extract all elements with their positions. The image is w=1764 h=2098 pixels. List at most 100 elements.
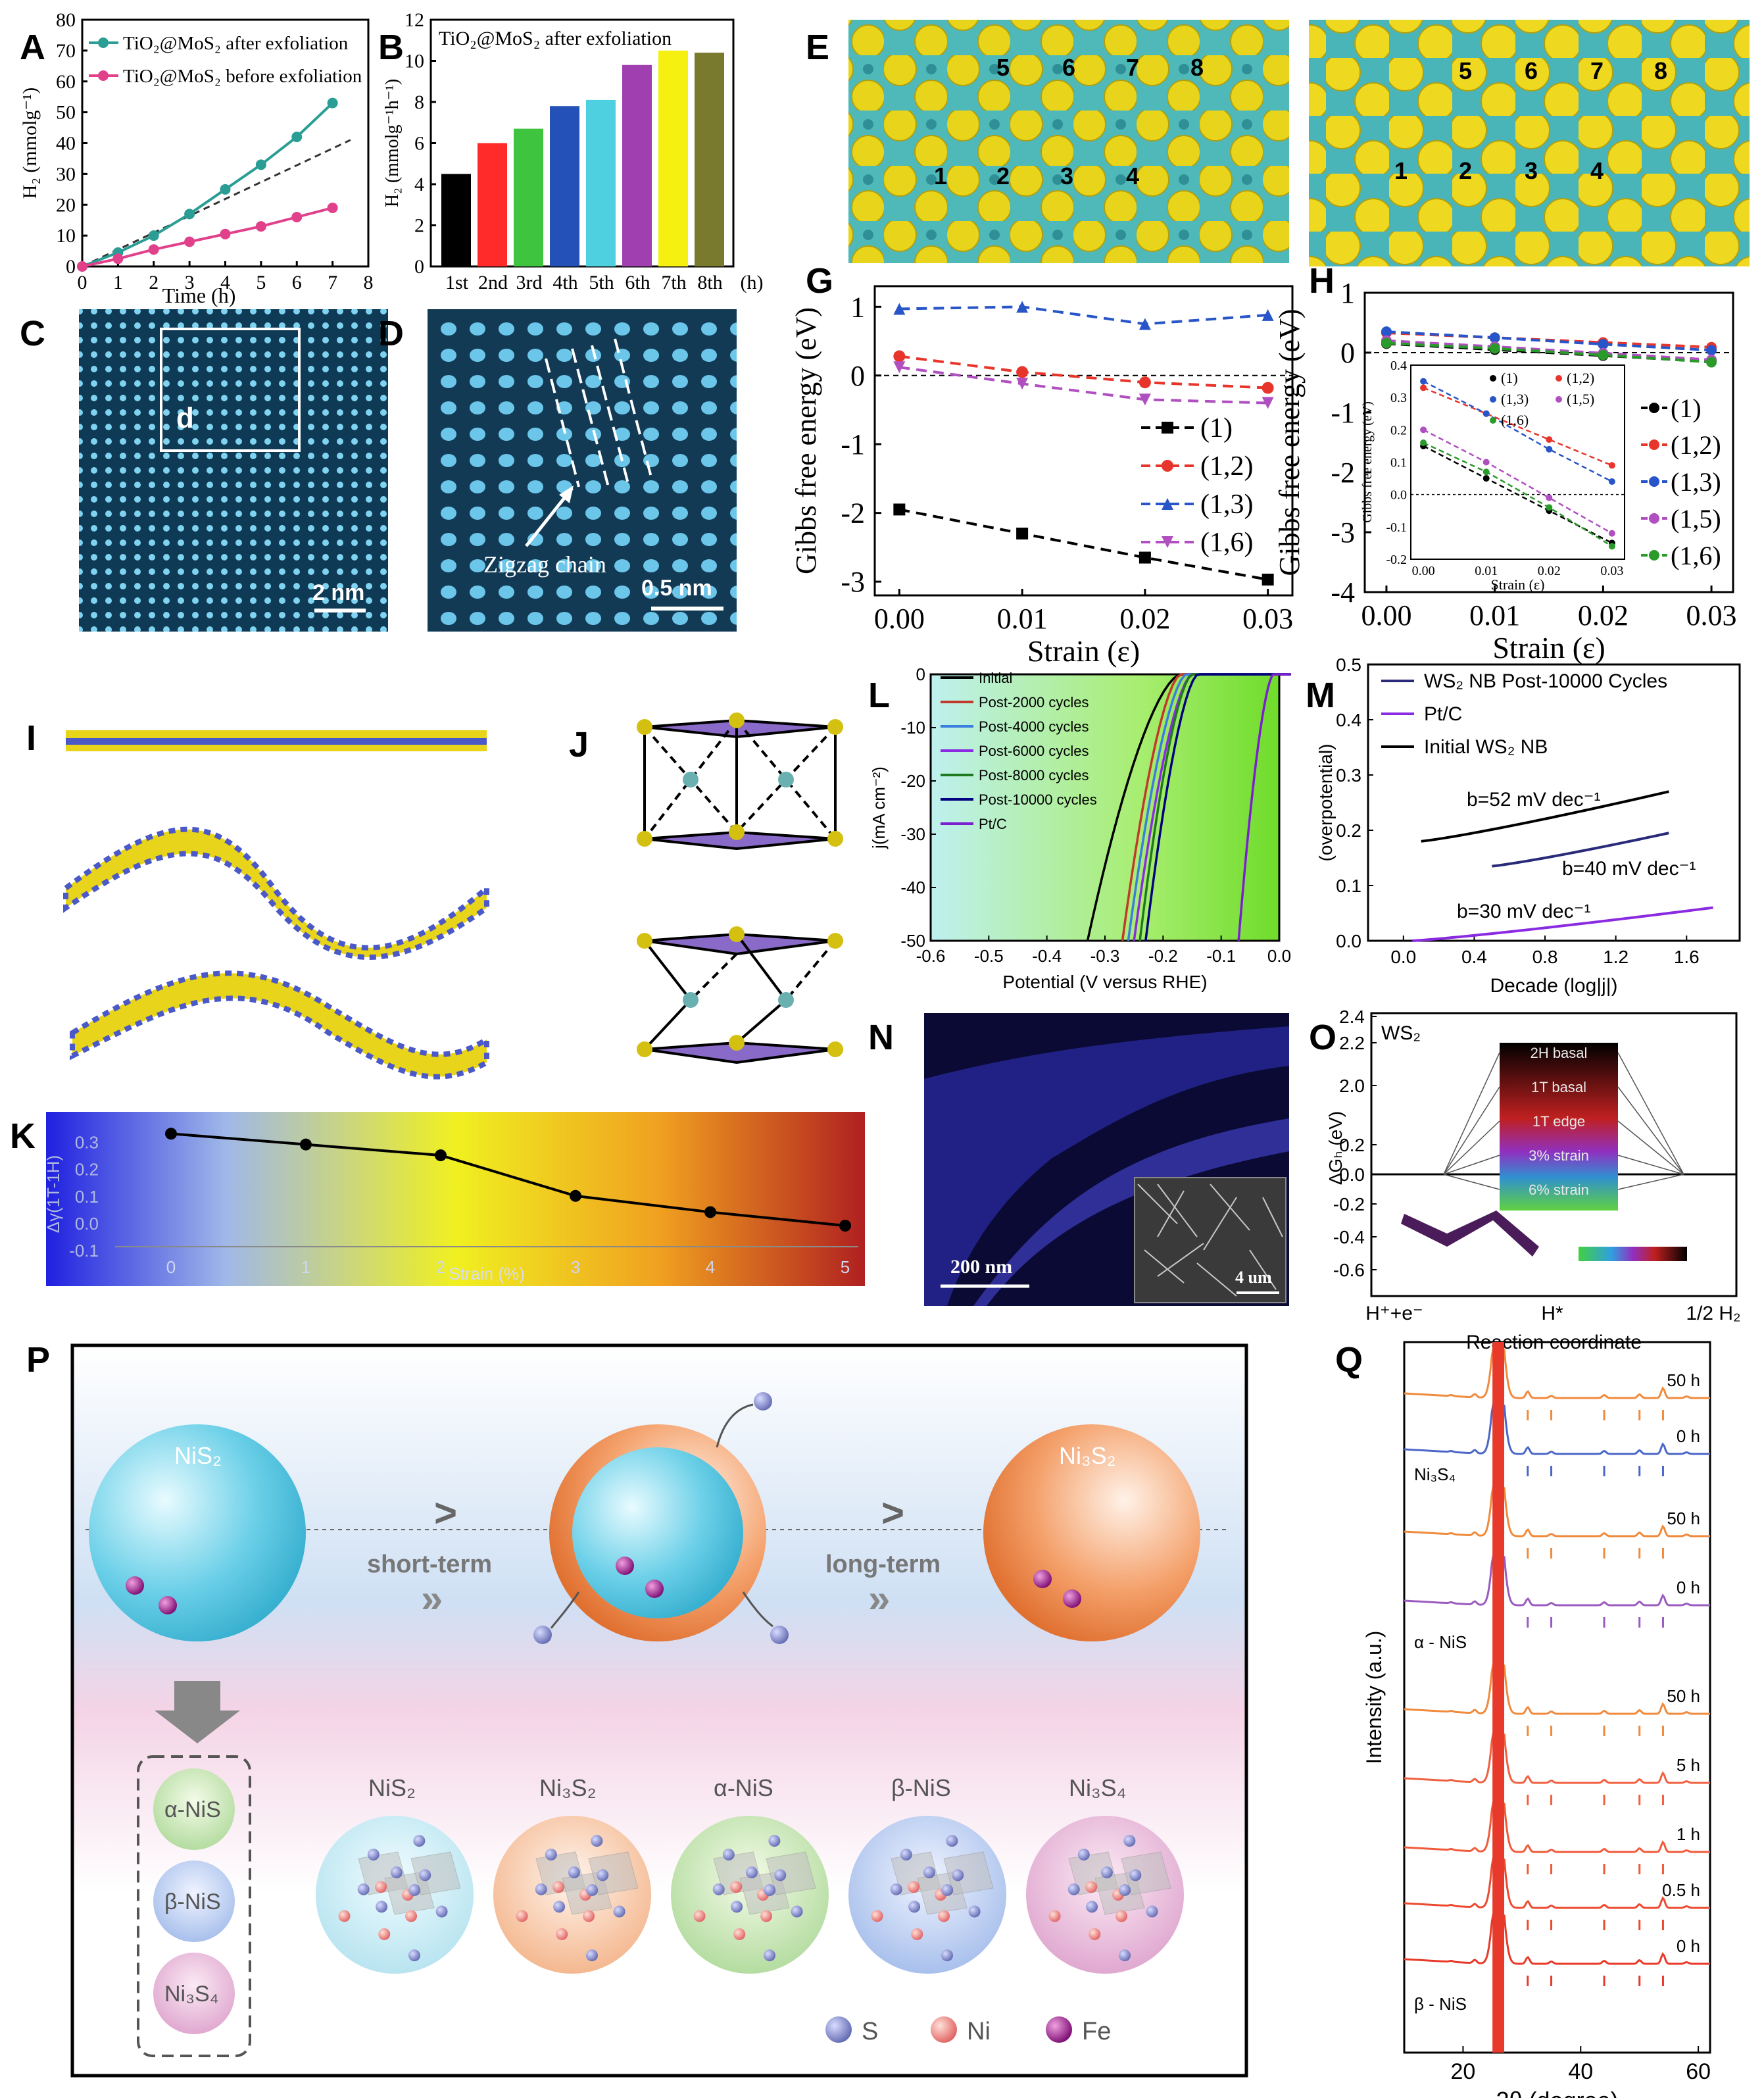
h-inset-legend-marker — [1490, 396, 1496, 403]
g-series-line — [899, 355, 1268, 389]
k-x-tick-label: 5 — [841, 1257, 850, 1277]
panel-p-schematic: P NiS₂ > short-term » > long-term » Ni₃S… — [26, 1340, 1248, 2078]
lattice-atom — [1085, 1881, 1098, 1893]
zigzag-dash-4 — [614, 338, 652, 478]
metal-atom — [683, 992, 698, 1008]
h-inset-line — [1423, 429, 1613, 534]
g-legend-label: (1,3) — [1200, 489, 1253, 520]
lattice-polyhedron — [588, 1851, 639, 1895]
h-inset-legend-label: (1,6) — [1501, 412, 1529, 428]
h-inset-y-tick-label: 0.3 — [1390, 391, 1407, 405]
a-data-point — [184, 236, 195, 247]
lattice-atom — [1048, 1910, 1061, 1922]
l-x-tick-label: -0.1 — [1206, 946, 1236, 966]
lattice-atom — [712, 1883, 725, 1895]
l-y-tick-label: -10 — [900, 718, 925, 737]
o-y-axis-title: ΔGₕ (eV) — [1325, 1111, 1346, 1185]
h-series-line — [1386, 341, 1712, 364]
l-legend-label: Pt/C — [979, 816, 1007, 832]
h-inset-y-tick-label: 0.4 — [1390, 359, 1407, 373]
f-site-4: 4 — [1590, 157, 1604, 184]
a-data-point — [77, 261, 87, 272]
ni3s2-particle — [983, 1424, 1200, 1641]
lattice-atom — [413, 1835, 426, 1847]
l-x-tick-label: -0.6 — [916, 946, 946, 966]
lattice-atom — [764, 1884, 776, 1896]
lattice-atom — [1115, 1910, 1128, 1922]
q-y-axis-title: Intensity (a.u.) — [1362, 1631, 1386, 1764]
g-legend-label: (1,6) — [1200, 528, 1253, 558]
g-y-tick-label: -2 — [841, 497, 865, 530]
b-bar — [658, 50, 688, 266]
strained-surface-model — [1309, 20, 1750, 266]
g-y-tick-label: 1 — [850, 291, 865, 323]
a-legend-marker — [98, 70, 109, 81]
g-x-axis-title: Strain (ε) — [1027, 634, 1140, 668]
lattice-atom — [722, 1848, 735, 1861]
lattice-atom — [946, 1835, 958, 1847]
zoom-region-label: d — [176, 402, 194, 434]
lattice-drawings — [338, 1835, 1171, 1962]
k-x-axis-title: Strain (%) — [449, 1264, 525, 1284]
k-data-point — [839, 1220, 851, 1232]
o-level-label: 6% strain — [1529, 1182, 1589, 1198]
h-inset-legend-marker — [1556, 375, 1562, 382]
lattice-atom — [613, 1905, 625, 1918]
a-x-tick-label: 0 — [78, 272, 87, 293]
h-inset-line — [1423, 445, 1613, 544]
cell-atoms-bottom — [637, 926, 843, 1057]
q-trace-label: 5 h — [1677, 1755, 1700, 1775]
b-x-tick-label: 2nd — [478, 272, 508, 293]
lattice-atom — [1086, 1901, 1098, 1913]
h-legend-marker — [1649, 403, 1659, 413]
a-data-point — [255, 159, 266, 170]
panel-label-q: Q — [1335, 1340, 1363, 1380]
lattice-atom — [583, 1910, 595, 1922]
legend-fe-icon — [1046, 2016, 1072, 2043]
q-main-peak — [1492, 1342, 1505, 2053]
hrtem-lattice-image — [79, 309, 388, 632]
fe-atom — [616, 1557, 634, 1575]
o-connector-right — [1617, 1086, 1684, 1175]
lattice-atom — [357, 1883, 370, 1895]
q-xrd-trace — [1404, 1732, 1710, 1784]
h-inset-point — [1482, 468, 1490, 476]
lattice-atom — [908, 1901, 921, 1913]
ni3s2-label: Ni₃S₂ — [1059, 1442, 1116, 1469]
q-xrd-trace — [1404, 1486, 1710, 1537]
l-y-axis-title: j(mA cm⁻²) — [869, 766, 889, 849]
zigzag-arrow-head — [559, 486, 574, 503]
a-y-tick-label: 20 — [56, 194, 76, 216]
o-title: WS₂ — [1381, 1022, 1421, 1044]
a-data-point — [112, 253, 124, 264]
a-data-point — [327, 97, 338, 109]
chevron-right-icon: > — [881, 1491, 904, 1535]
a-data-point — [148, 244, 159, 255]
panel-label-d: D — [378, 314, 404, 353]
a-x-tick-label: 3 — [185, 272, 195, 293]
h-inset-frame — [1410, 364, 1625, 560]
o-y-tick-label: -0.2 — [1333, 1194, 1365, 1214]
panel-c-hrtem-image: C d 2 nm — [20, 309, 388, 632]
a-data-point — [220, 228, 231, 239]
f-site-6: 6 — [1525, 57, 1538, 84]
lattice-atom — [900, 1848, 912, 1861]
beta-nis-sphere — [153, 1861, 235, 1942]
zigzag-dash-2 — [571, 348, 610, 487]
g-legend-marker — [1162, 422, 1173, 434]
a-data-point — [148, 230, 159, 241]
h-inset-point — [1420, 439, 1427, 446]
s-release-arrow — [716, 1403, 754, 1448]
o-y-tick-label: -0.6 — [1333, 1260, 1365, 1280]
h-y-axis-title: Gibbs free energy (eV) — [1273, 309, 1306, 576]
panel-h-plot-area: 0.00 0.01 0.02 0.03 1 0 -1 -2 -3 -4 Strain (ε) Gibb… — [1273, 277, 1737, 664]
k-data-point — [300, 1138, 312, 1151]
m-series-line — [1412, 906, 1713, 942]
panel-m-plot-area: 0.0 0.4 0.8 1.2 1.6 0.0 0.1 0.2 0.3 0.4 0.5 Decade … — [1315, 655, 1741, 997]
lattice-atom — [1129, 1869, 1142, 1882]
h-legend-label: (1,2) — [1671, 430, 1721, 460]
g-data-point — [1139, 393, 1151, 406]
panel-label-k: K — [10, 1116, 36, 1156]
o-y-tick-label: 2.4 — [1339, 1007, 1365, 1027]
arrow-down-icon — [155, 1681, 240, 1743]
